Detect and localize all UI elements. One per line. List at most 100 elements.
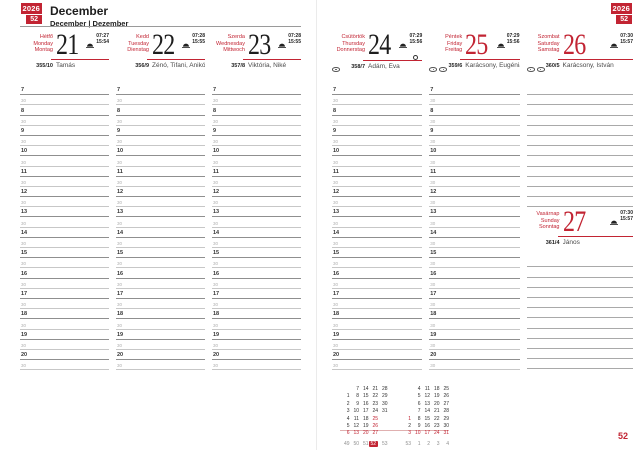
mini-week-cell: 51 — [362, 440, 369, 447]
day-of-year: 356/9 — [135, 62, 149, 69]
sunrise-sunset-icon — [86, 35, 95, 53]
note-line — [526, 288, 633, 298]
day-names: Csütörtök Thursday Donnerstag — [336, 34, 365, 54]
note-line — [526, 349, 633, 360]
half-hour-line: 30 — [429, 136, 520, 147]
sun-times: 07:29 15:56 — [496, 30, 520, 53]
holiday-marker-icon — [526, 67, 535, 72]
mini-day-cell: 18 — [433, 386, 440, 392]
half-hour-line: 30 — [116, 156, 205, 167]
sun-times: 07:28 15:55 — [278, 30, 301, 53]
note-line — [526, 126, 633, 136]
mini-day-cell: 11 — [424, 386, 430, 392]
day-of-year: 360/5 — [545, 62, 560, 69]
mini-day-cell: 2 — [408, 422, 411, 429]
mini-day-cell: 18 — [362, 415, 369, 422]
mini-week-cell: 49 — [343, 440, 350, 447]
half-hour-line: 30 — [429, 197, 520, 208]
mini-day-cell: 21 — [433, 408, 440, 415]
date-number: 26 — [562, 28, 586, 61]
half-hour-line: 30 — [20, 177, 109, 187]
mini-day-cell: 7 — [417, 408, 421, 415]
hour-line: 20 — [20, 350, 109, 361]
half-hour-line: 30 — [116, 258, 205, 269]
hour-line: 10 — [116, 146, 205, 157]
hour-line: 16 — [429, 268, 520, 279]
half-hour-line: 30 — [429, 258, 520, 269]
half-hour-line: 30 — [116, 238, 205, 248]
mini-day-cell: 9 — [417, 422, 421, 429]
mini-calendar: 7 14 21 28 1 8 15 22 29 2 9 16 23 30 3 10 17 24 31 4 11 18 25 5… — [340, 377, 449, 450]
mini-day-cell: 10 — [414, 430, 421, 437]
mini-day-cell: 2 — [346, 400, 350, 407]
half-hour-line: 30 — [332, 299, 423, 310]
hour-line: 19 — [212, 330, 301, 340]
half-hour-line: 30 — [20, 258, 109, 269]
mini-day-cell: 23 — [372, 400, 378, 407]
mini-week-numbers: 49 50 51 52 53 53 1 2 3 4 — [340, 429, 449, 450]
day-names: Vasárnap Sunday Sonntag — [536, 211, 560, 231]
half-hour-line: 30 — [332, 217, 423, 228]
half-hour-line: 30 — [429, 238, 520, 248]
hour-line: 15 — [332, 248, 423, 259]
hour-line: 19 — [429, 330, 520, 340]
sunrise-sunset-icon — [496, 35, 505, 53]
half-hour-line: 30 — [116, 177, 205, 187]
mini-day-cell: 30 — [443, 422, 449, 429]
hour-line: 8 — [116, 105, 205, 116]
half-hour-line: 30 — [116, 217, 205, 228]
note-line — [526, 278, 633, 288]
hour-line: 8 — [332, 105, 423, 116]
holiday-marker-icon — [536, 67, 545, 72]
date-number: 21 — [56, 28, 79, 61]
note-line — [526, 267, 633, 278]
day-names: Szerda Wednesday Mittwoch — [216, 34, 245, 54]
hour-line: 15 — [20, 248, 109, 259]
sunrise-sunset-icon — [610, 212, 619, 230]
corner-right: 2026 52 — [602, 3, 632, 24]
hour-line: 17 — [20, 289, 109, 299]
half-hour-line: 30 — [20, 360, 109, 371]
note-line — [526, 359, 633, 370]
note-line — [526, 298, 633, 309]
mini-day-cell: 4 — [346, 415, 350, 422]
red-underline — [557, 59, 633, 61]
half-hour-line: 30 — [332, 340, 423, 350]
hour-line: 12 — [332, 187, 423, 198]
mini-day-cell: 29 — [381, 393, 388, 400]
mini-day-cell: 23 — [433, 422, 440, 429]
half-hour-line: 30 — [429, 340, 520, 350]
mini-day-cell: 7 — [356, 386, 359, 392]
note-line — [526, 95, 633, 106]
day-names: Szombat Saturday Samstag — [537, 34, 560, 54]
hour-grid-wednesday: 7 30 8 30 9 30 10 30 11 30 12 30 13 30 14 30 15 30 16 30 17 3… — [212, 85, 301, 371]
sun-times: 07:30 15:57 — [610, 30, 633, 53]
hour-line: 7 — [212, 85, 301, 96]
hour-line: 18 — [429, 309, 520, 320]
nameday: Ádám, Éva — [368, 62, 400, 70]
mini-day-cell: 28 — [381, 386, 388, 392]
left-page: Hétfő Monday Montag 21 07:27 15:54 355/10 T… — [20, 30, 301, 371]
page-number: 52 — [617, 431, 628, 441]
full-moon-icon — [413, 55, 419, 60]
mini-day-cell: 19 — [433, 393, 440, 400]
half-hour-line: 30 — [212, 258, 301, 269]
mini-day-cell: 6 — [417, 400, 421, 407]
hour-line: 15 — [212, 248, 301, 259]
hour-line: 20 — [212, 350, 301, 361]
day-header-thursday: Csütörtök Thursday Donnerstag 24 07:29 15:5… — [332, 30, 423, 85]
hour-line: 14 — [116, 228, 205, 238]
hour-line: 20 — [332, 350, 423, 361]
red-underline — [557, 236, 633, 238]
half-hour-line: 30 — [332, 238, 423, 248]
hour-line: 7 — [332, 85, 423, 96]
mini-week-cell: 1 — [417, 440, 421, 447]
sunset-time: 15:57 — [620, 38, 633, 45]
day-column-friday: Péntek Friday Freitag 25 07:29 15:56 359/6 … — [429, 30, 520, 371]
day-header-sunday: Vasárnap Sunday Sonntag 27 07:30 15:57 361/… — [527, 207, 633, 257]
note-line — [526, 116, 633, 126]
month-title-block: December December | Dezember — [50, 4, 128, 28]
day-header-monday: Hétfő Monday Montag 21 07:27 15:54 355/10 T… — [20, 30, 109, 85]
mini-day-cell: 12 — [424, 393, 430, 400]
